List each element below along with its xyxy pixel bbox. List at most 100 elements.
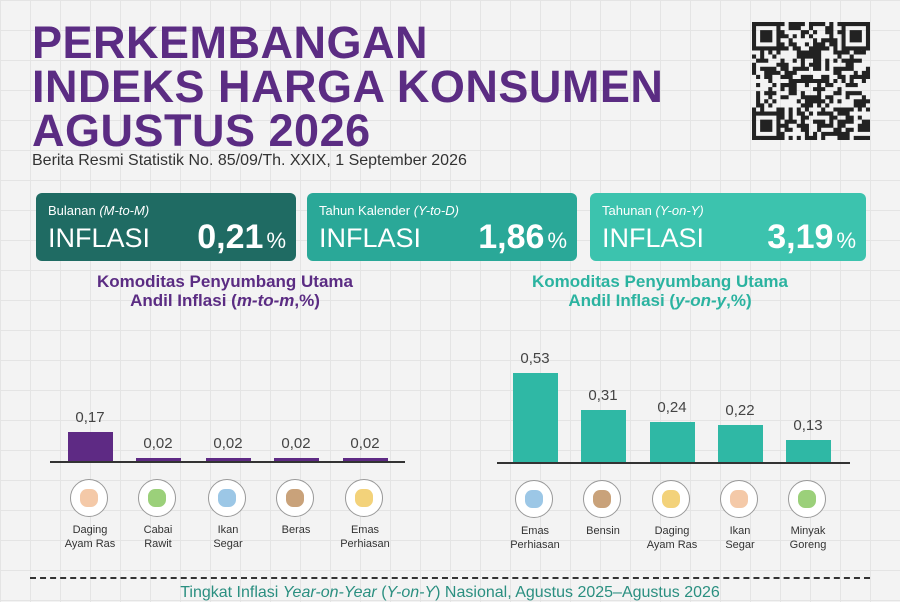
bar bbox=[785, 440, 831, 462]
card-label: Bulanan (M-to-M) bbox=[48, 203, 149, 218]
card-label: Tahunan (Y-on-Y) bbox=[602, 203, 704, 218]
chart-subtitle-part: Andil Inflasi ( bbox=[130, 291, 237, 310]
category-label: Rawit bbox=[144, 538, 172, 550]
value-label: 0,31 bbox=[588, 386, 618, 404]
footer-text: Tingkat Inflasi Year-on-Year (Y-on-Y) Na… bbox=[0, 584, 900, 602]
bar bbox=[342, 457, 388, 461]
category-label: Beras bbox=[281, 524, 311, 536]
card-label-text: Tahun Kalender bbox=[319, 203, 411, 218]
card-heading: INFLASI bbox=[48, 223, 151, 253]
bar bbox=[205, 457, 251, 461]
kpi-card: Bulanan (M-to-M) INFLASI 0,21% bbox=[36, 193, 296, 261]
icon-shape bbox=[80, 489, 98, 507]
icon-shape bbox=[525, 490, 543, 508]
bar bbox=[512, 372, 558, 462]
category-label: Bensin bbox=[586, 525, 620, 537]
value-label: 0,53 bbox=[520, 349, 550, 367]
divider bbox=[30, 577, 870, 579]
icon bbox=[788, 480, 826, 518]
icon bbox=[515, 480, 553, 518]
icon-shape bbox=[286, 489, 304, 507]
icon-shape bbox=[662, 490, 680, 508]
kpi-card: Tahunan (Y-on-Y) INFLASI 3,19% bbox=[590, 193, 866, 261]
qr-code bbox=[752, 22, 870, 140]
bar bbox=[717, 425, 763, 462]
value-label: 0,13 bbox=[793, 417, 823, 435]
category-label: Goreng bbox=[789, 539, 827, 551]
chart-title: Komoditas Penyumbang Utama bbox=[97, 272, 353, 291]
chart-subtitle: Andil Inflasi (y-on-y,%) bbox=[460, 291, 860, 310]
card-label: Tahun Kalender (Y-to-D) bbox=[319, 203, 459, 218]
value-label: 0,24 bbox=[657, 398, 687, 416]
card-value-unit: % bbox=[836, 228, 856, 253]
category-label: Ayam Ras bbox=[64, 538, 116, 550]
category-label: Perhiasan bbox=[340, 538, 390, 550]
subtitle: Berita Resmi Statistik No. 85/09/Th. XXI… bbox=[32, 152, 467, 169]
icon bbox=[138, 479, 176, 517]
bar bbox=[67, 432, 113, 461]
footer-part: Y-on-Y bbox=[386, 584, 436, 601]
category-label: Ikan bbox=[729, 525, 751, 537]
card-label-note: (Y-on-Y) bbox=[655, 203, 704, 218]
category-label: Ikan bbox=[217, 524, 239, 536]
category-label: Daging bbox=[72, 524, 108, 536]
card-value-number: 1,86 bbox=[478, 218, 545, 256]
bar bbox=[273, 457, 319, 461]
icon-shape bbox=[148, 489, 166, 507]
footer-part: Tingkat Inflasi bbox=[180, 584, 283, 601]
card-value: 1,86% bbox=[478, 218, 567, 257]
icon-shape bbox=[593, 490, 611, 508]
card-label-note: (M-to-M) bbox=[99, 203, 150, 218]
card-value-unit: % bbox=[547, 228, 567, 253]
icon bbox=[720, 480, 758, 518]
footer-part: ) Nasional, Agustus 2025–Agustus 2026 bbox=[435, 584, 720, 601]
category-label: Emas bbox=[520, 525, 550, 537]
icon bbox=[70, 479, 108, 517]
icon bbox=[276, 479, 314, 517]
icon bbox=[345, 479, 383, 517]
category-label: Segar bbox=[725, 539, 755, 551]
value-label: 0,22 bbox=[725, 402, 755, 420]
icon-shape bbox=[730, 490, 748, 508]
chart-subtitle-part: y-on-y bbox=[675, 291, 727, 310]
chart-subtitle-part: Andil Inflasi ( bbox=[568, 291, 676, 310]
bar bbox=[135, 457, 181, 461]
footer-part: ( bbox=[376, 584, 387, 601]
baseline bbox=[50, 461, 405, 463]
card-value-number: 3,19 bbox=[767, 218, 834, 256]
card-value-number: 0,21 bbox=[197, 218, 264, 256]
title-line: PERKEMBANGAN bbox=[32, 17, 429, 68]
title-line: INDEKS HARGA KONSUMEN bbox=[32, 61, 664, 112]
category-label: Ayam Ras bbox=[646, 539, 698, 551]
card-heading: INFLASI bbox=[319, 223, 422, 253]
chart-subtitle-part: ,%) bbox=[294, 291, 320, 310]
category-label: Perhiasan bbox=[510, 539, 560, 551]
category-label: Daging bbox=[654, 525, 690, 537]
chart-subtitle-part: ,%) bbox=[726, 291, 752, 310]
chart-subtitle: Andil Inflasi (m-to-m,%) bbox=[25, 291, 425, 310]
card-value-unit: % bbox=[266, 228, 286, 253]
value-label: 0,02 bbox=[213, 434, 243, 452]
bar bbox=[580, 409, 626, 462]
card-value: 3,19% bbox=[767, 218, 856, 257]
title-line: AGUSTUS 2026 bbox=[32, 105, 371, 156]
value-label: 0,02 bbox=[143, 434, 173, 452]
value-label: 0,02 bbox=[350, 434, 380, 452]
card-value: 0,21% bbox=[197, 218, 286, 257]
icon bbox=[583, 480, 621, 518]
baseline bbox=[497, 462, 850, 464]
icon-shape bbox=[355, 489, 373, 507]
footer-part: Year-on-Year bbox=[282, 584, 377, 601]
icon bbox=[652, 480, 690, 518]
category-label: Segar bbox=[213, 538, 243, 550]
category-label: Cabai bbox=[143, 524, 173, 536]
card-heading: INFLASI bbox=[602, 223, 705, 253]
card-label-text: Tahunan bbox=[602, 203, 652, 218]
bar bbox=[649, 421, 695, 462]
icon bbox=[208, 479, 246, 517]
icon-shape bbox=[218, 489, 236, 507]
card-label-text: Bulanan bbox=[48, 203, 96, 218]
value-label: 0,02 bbox=[281, 434, 311, 452]
category-label: Minyak bbox=[790, 525, 826, 537]
